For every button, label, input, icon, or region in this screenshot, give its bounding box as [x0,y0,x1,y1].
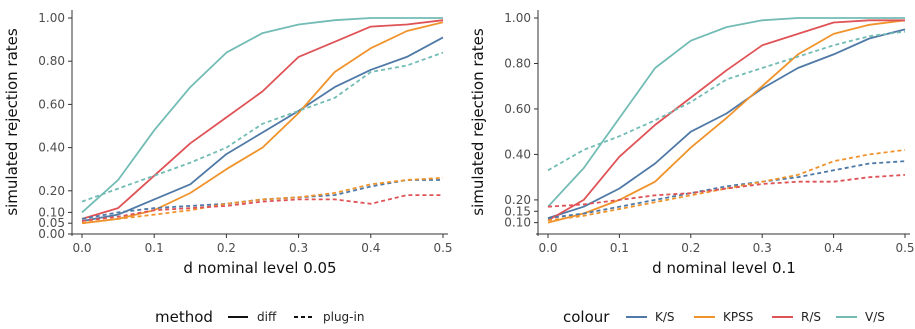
x-tick-label: 0.0 [538,241,557,255]
y-tick-label: 0.80 [504,56,531,70]
x-tick-label: 0.2 [681,241,700,255]
x-tick-label: 0.3 [753,241,772,255]
y-axis-title: simulated rejection rates [3,28,21,216]
chart-panel-left: 0.000.050.10 0.20 0.40 0.60 0.80 1.00 0.0 0.1 0.… [3,10,453,277]
x-tick-label: 0.2 [217,241,236,255]
legend-method: method diff plug-in [155,308,364,326]
x-tick-label: 0.1 [145,241,164,255]
series-line-v-s-plug-in [81,51,444,203]
series-line-v-s-diff [81,17,443,214]
series-line-kpss-plug-in [81,176,444,225]
series-line-k-s-diff [81,36,444,222]
series-line-r-s-plug-in [547,174,906,208]
legend-label-rs: R/S [801,310,821,324]
x-axis-title: d nominal level 0.1 [652,259,796,277]
y-tick-label: 0.60 [38,97,65,111]
legend-label-kpss: KPSS [723,310,753,324]
legend-colour: colour K/S KPSS R/S V/S [563,308,885,326]
y-axis-title: simulated rejection rates [469,28,487,216]
y-tick-label: 1.00 [38,11,65,25]
y-tick-label: 0.20 [38,184,65,198]
legend-label-ks: K/S [655,310,675,324]
series-line-kpss-diff [547,19,906,224]
legend-method-title: method [155,308,213,326]
y-tick-label: 0.10 [38,205,65,219]
y-tick-label: 0.00 [38,227,65,241]
y-tick-label: 0.15 [504,204,531,218]
series-line-v-s-diff [547,17,905,208]
legend-label-vs: V/S [865,310,885,324]
series-line-v-s-plug-in [547,30,906,172]
legend-label-diff: diff [257,310,277,324]
x-axis-title: d nominal level 0.05 [183,259,336,277]
series-line-k-s-plug-in [81,179,443,220]
series-line-k-s-plug-in [547,160,906,219]
x-tick-label: 0.4 [361,241,380,255]
x-tick-label: 0.0 [72,241,91,255]
legend-colour-title: colour [563,308,610,326]
series-line-k-s-diff [547,28,906,219]
x-tick-label: 0.5 [433,241,452,255]
y-tick-label: 0.40 [504,147,531,161]
series-line-kpss-plug-in [547,149,906,222]
y-tick-label: 0.05 [38,216,65,230]
y-tick-label: 0.40 [38,141,65,155]
x-tick-label: 0.4 [824,241,843,255]
x-tick-label: 0.5 [895,241,914,255]
y-tick-label: 0.10 [504,216,531,230]
y-tick-label: 0.20 [504,193,531,207]
series-line-kpss-diff [81,21,444,225]
series-line-r-s-diff [81,19,444,220]
y-tick-label: 1.00 [504,11,531,25]
series-line-r-s-diff [547,19,905,222]
x-tick-label: 0.3 [289,241,308,255]
series-line-r-s-plug-in [81,194,443,222]
y-tick-label: 0.80 [38,54,65,68]
x-tick-label: 0.1 [610,241,629,255]
legend-label-plug-in: plug-in [323,310,364,324]
y-tick-label: 0.60 [504,102,531,116]
chart-panel-right: 0.100.150.20 0.40 0.60 0.80 1.00 0.0 0.1 0.2 0.3… [469,10,915,277]
